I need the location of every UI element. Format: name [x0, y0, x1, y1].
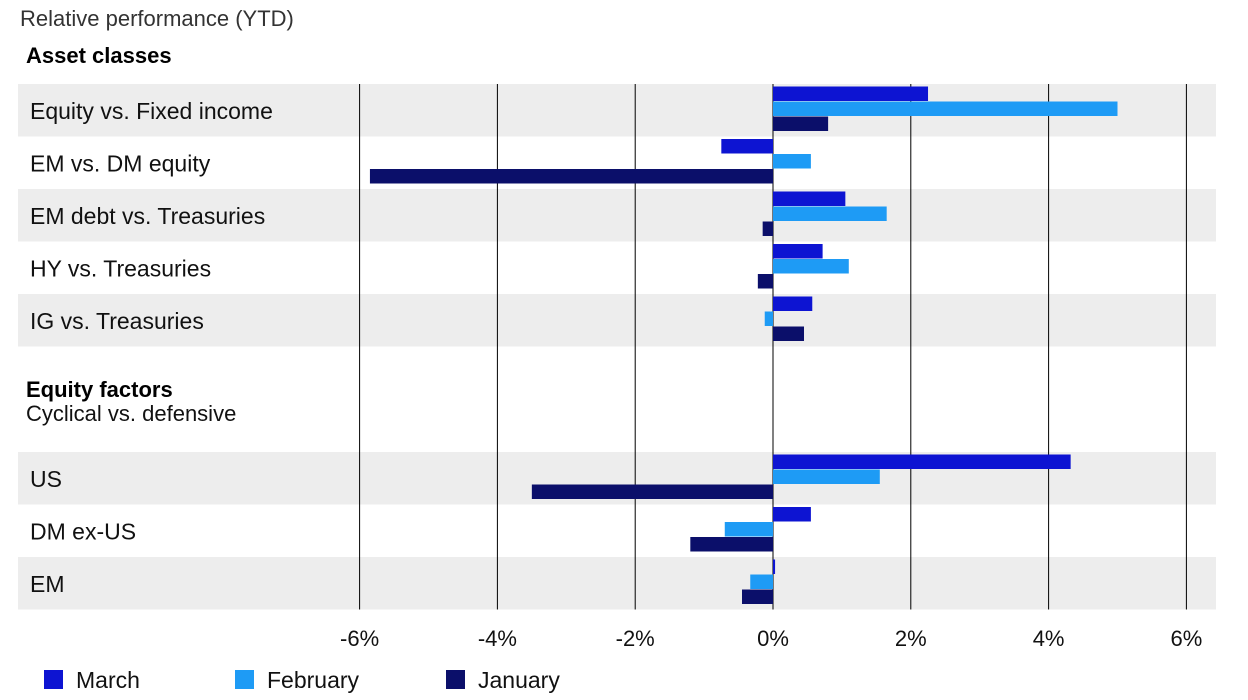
bar-ig-vs-treasuries-march [773, 296, 813, 311]
row-band [18, 189, 1216, 242]
legend-label-january: January [478, 667, 560, 693]
category-label-em-debt-vs-treasuries: EM debt vs. Treasuries [30, 203, 265, 229]
bar-us-january [531, 484, 773, 499]
x-tick-label: -6% [340, 626, 379, 651]
bar-hy-vs-treasuries-january [757, 274, 773, 289]
legend-swatch-february [235, 670, 254, 689]
legend-label-february: February [267, 667, 360, 693]
bar-ig-vs-treasuries-january [773, 326, 805, 341]
x-tick-label: -2% [616, 626, 655, 651]
bar-hy-vs-treasuries-february [773, 259, 849, 274]
legend-swatch-january [446, 670, 465, 689]
x-tick-label: 2% [895, 626, 927, 651]
bar-em-february [750, 574, 773, 589]
bar-dm-ex-us-january [690, 537, 773, 552]
bar-hy-vs-treasuries-march [773, 244, 823, 259]
category-label-equity-vs-fixed-income: Equity vs. Fixed income [30, 98, 273, 124]
bar-equity-vs-fixed-income-january [773, 116, 829, 131]
bar-equity-vs-fixed-income-march [773, 86, 929, 101]
bar-em-vs-dm-equity-february [773, 154, 811, 169]
category-label-ig-vs-treasuries: IG vs. Treasuries [30, 308, 204, 334]
x-tick-label: -4% [478, 626, 517, 651]
x-axis-ticks: -6% -4% -2% 0% 2% 4% 6% [340, 626, 1202, 651]
row-band [18, 557, 1216, 610]
bar-em-debt-vs-treasuries-february [773, 206, 887, 221]
category-label-hy-vs-treasuries: HY vs. Treasuries [30, 256, 211, 282]
bar-dm-ex-us-february [724, 522, 773, 537]
bar-em-january [741, 589, 773, 604]
bar-em-debt-vs-treasuries-march [773, 191, 846, 206]
category-label-dm-ex-us: DM ex-US [30, 519, 136, 545]
bar-dm-ex-us-march [773, 507, 811, 522]
bar-ig-vs-treasuries-february [764, 311, 773, 326]
bar-us-march [773, 454, 1071, 469]
group-subtitle: Cyclical vs. defensive [26, 401, 236, 426]
x-tick-label: 0% [757, 626, 789, 651]
legend-swatch-march [44, 670, 63, 689]
bar-equity-vs-fixed-income-february [773, 101, 1118, 116]
category-label-em-vs-dm-equity: EM vs. DM equity [30, 151, 211, 177]
legend-label-march: March [76, 667, 140, 693]
category-label-us: US [30, 466, 62, 492]
category-label-em: EM [30, 571, 65, 597]
x-tick-label: 4% [1033, 626, 1065, 651]
bar-us-february [773, 469, 880, 484]
chart-title: Relative performance (YTD) [20, 6, 294, 31]
labels: Asset classes Equity vs. Fixed income EM v… [26, 43, 273, 597]
bar-em-debt-vs-treasuries-january [762, 221, 773, 236]
group-title-asset-classes: Asset classes [26, 43, 172, 68]
bar-em-vs-dm-equity-march [721, 139, 773, 154]
x-tick-label: 6% [1171, 626, 1203, 651]
bar-em-vs-dm-equity-january [369, 169, 773, 184]
bars [369, 86, 1118, 604]
row-band [18, 294, 1216, 347]
bar-em-march [773, 559, 776, 574]
group-title-equity-factors: Equity factors [26, 377, 173, 402]
legend: March February January [44, 667, 560, 693]
